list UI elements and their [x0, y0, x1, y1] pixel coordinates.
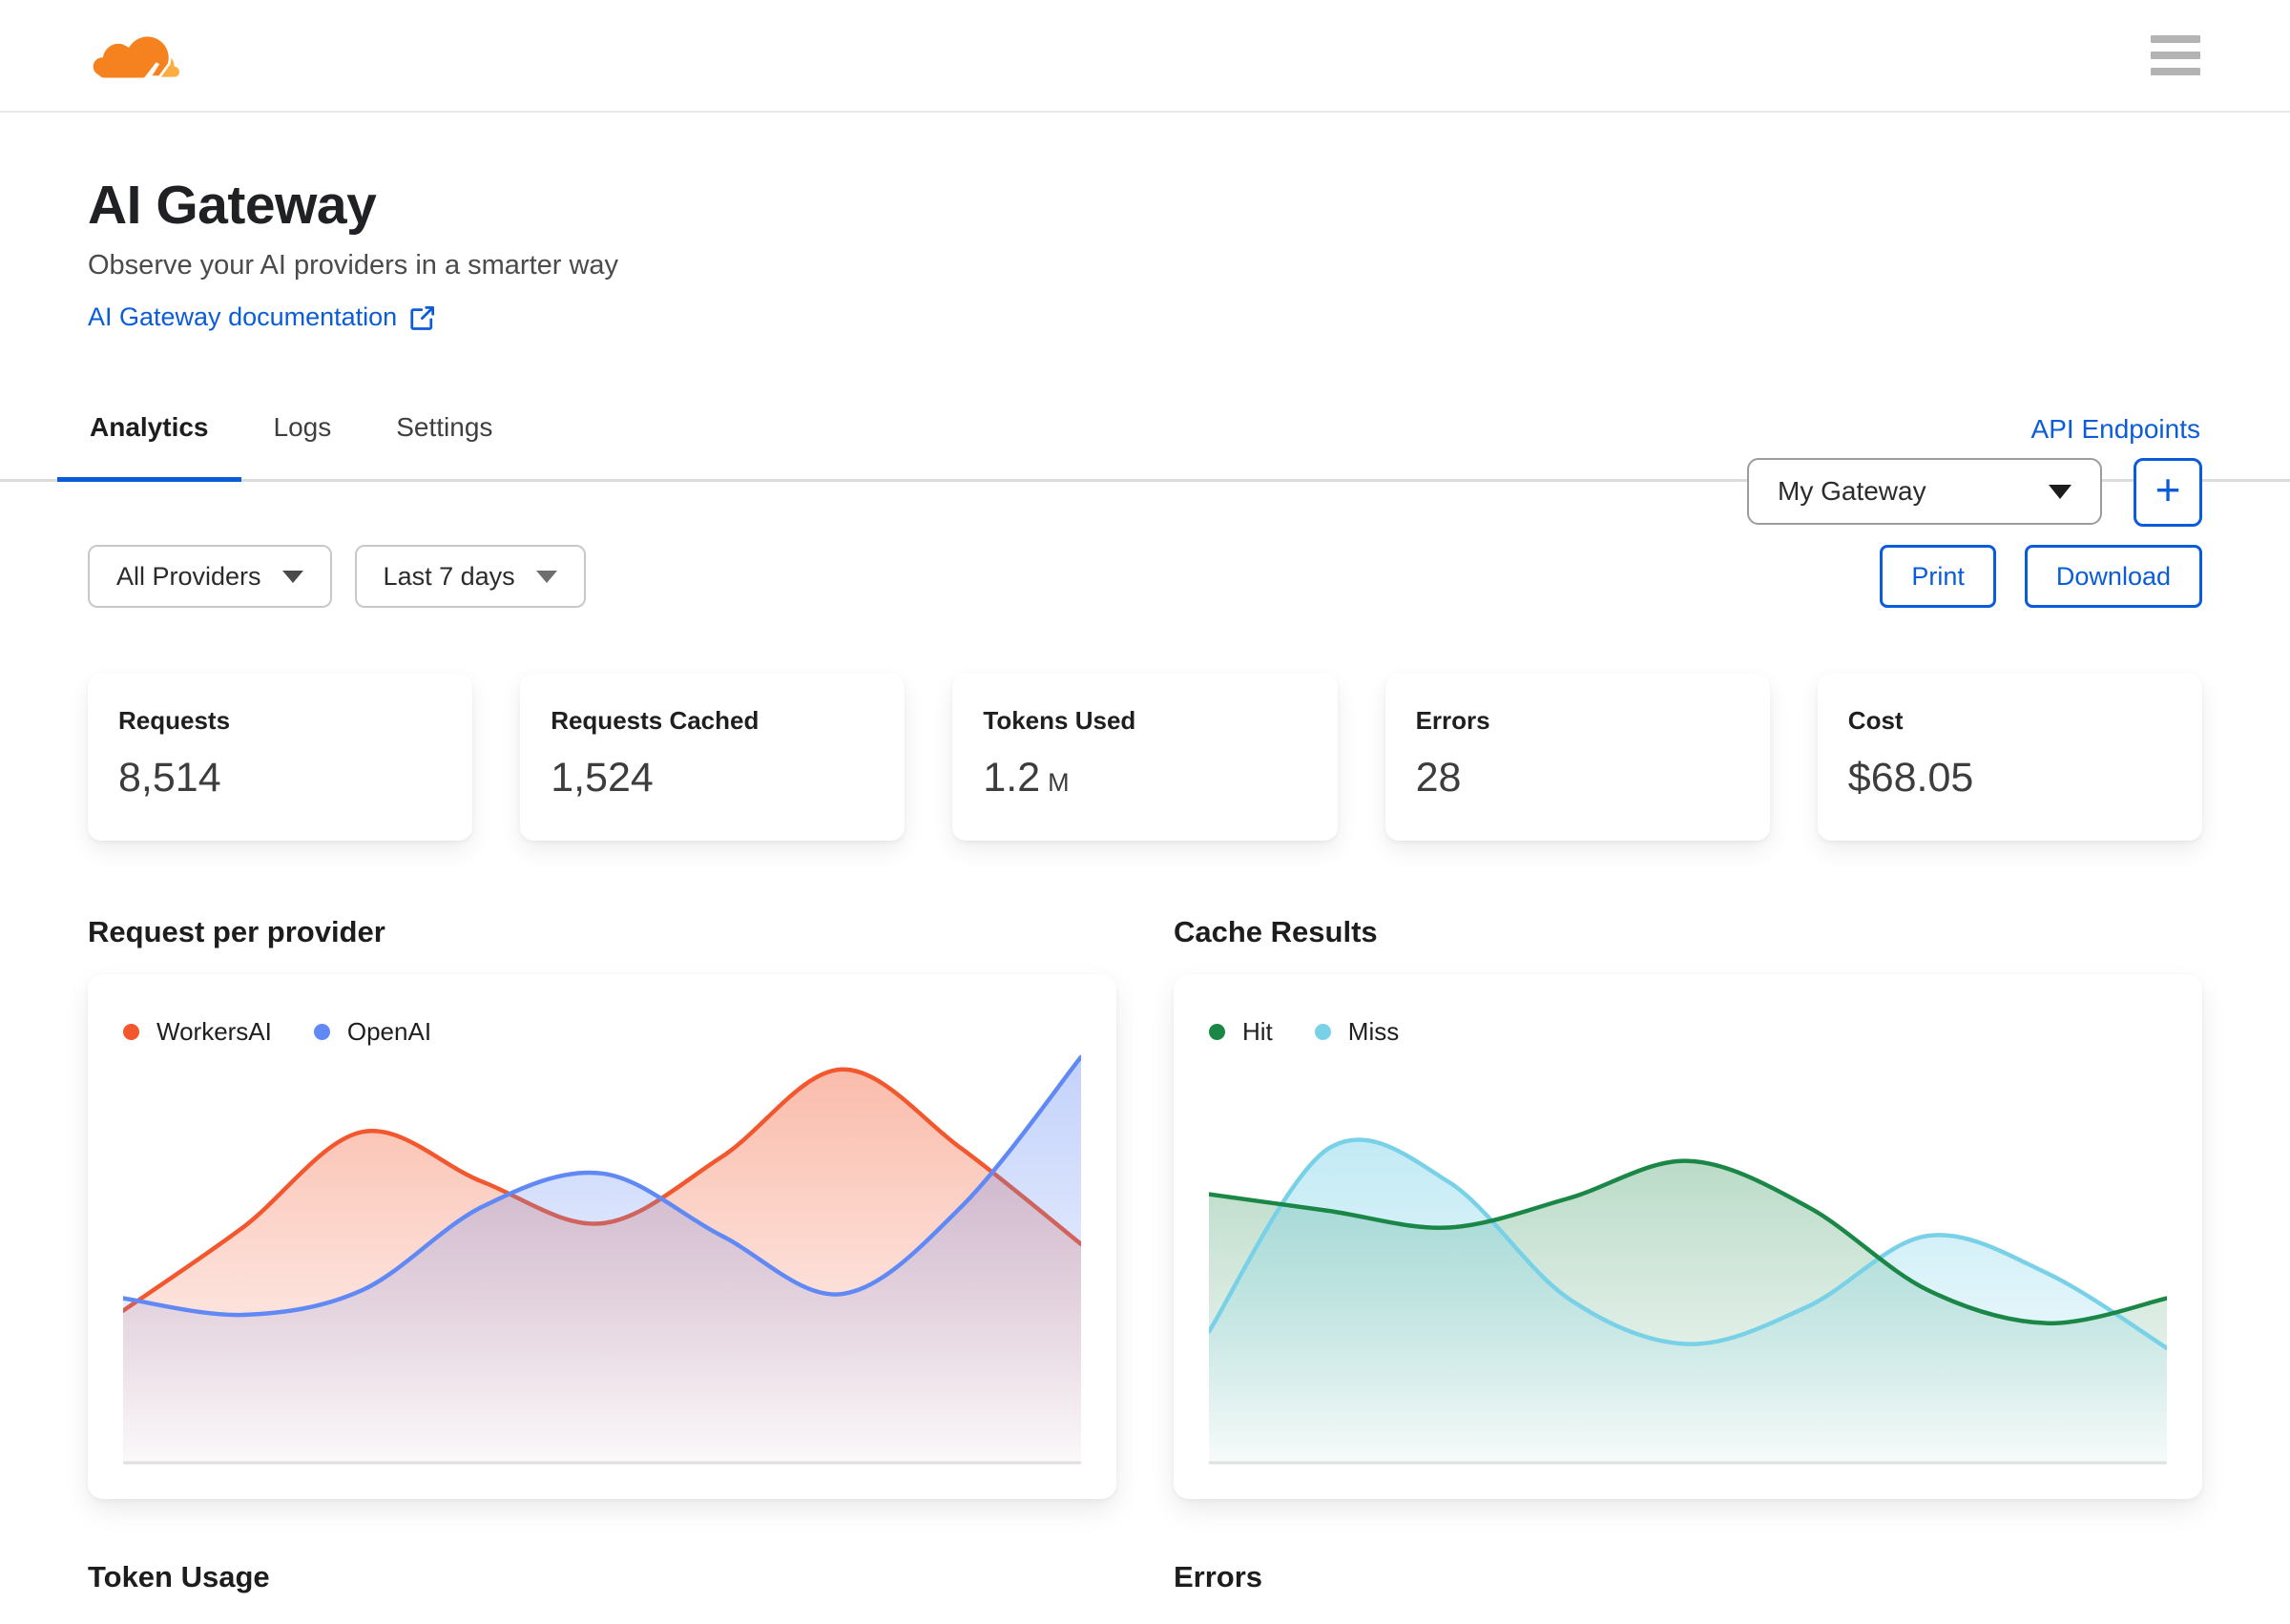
legend-item-workersai: WorkersAI — [123, 1017, 272, 1047]
chart-title-errors: Errors — [1174, 1560, 1263, 1593]
legend-item-openai: OpenAI — [313, 1016, 432, 1047]
legend-item-hit: Hit — [1209, 1017, 1273, 1047]
legend-dot-workersai — [123, 1023, 139, 1040]
tab-settings[interactable]: Settings — [396, 412, 493, 442]
bottom-section-titles: Token Usage Errors — [88, 1560, 2202, 1594]
chart-title-cache-results: Cache Results — [1174, 915, 1378, 948]
download-button[interactable]: Download — [2024, 545, 2202, 608]
legend-dot-miss — [1314, 1023, 1331, 1040]
top-bar — [0, 0, 2290, 113]
stat-label: Tokens Used — [983, 706, 1136, 735]
stat-value: 28 — [1415, 755, 1462, 801]
stat-suffix: M — [1048, 768, 1070, 797]
stat-card-errors: Errors 28 — [1384, 674, 1770, 841]
chevron-down-icon — [535, 570, 557, 583]
stat-label: Requests — [118, 706, 231, 735]
chart-legend: Hit Miss — [1209, 1016, 2167, 1047]
request-per-provider-chart — [123, 1054, 1081, 1465]
stat-value: $68.05 — [1847, 755, 1974, 801]
request-per-provider-section: Request per provider WorkersAI OpenAI — [88, 915, 1116, 1499]
cache-results-chart-card: Hit Miss — [1174, 974, 2202, 1499]
cache-results-section: Cache Results Hit Miss — [1174, 915, 2202, 1499]
gateway-select-value: My Gateway — [1778, 476, 1926, 506]
gateway-controls: My Gateway + — [1747, 458, 2202, 527]
add-gateway-button[interactable]: + — [2134, 458, 2202, 527]
cloudflare-logo-icon[interactable] — [91, 26, 179, 85]
gateway-select[interactable]: My Gateway — [1747, 458, 2102, 525]
chart-title-token-usage: Token Usage — [88, 1560, 270, 1593]
external-link-icon — [408, 303, 437, 332]
legend-item-miss: Miss — [1314, 1016, 1400, 1047]
tab-logs[interactable]: Logs — [273, 412, 332, 442]
legend-label: OpenAI — [346, 1016, 432, 1046]
page-title: AI Gateway — [88, 175, 377, 236]
stat-label: Errors — [1415, 706, 1490, 735]
filter-actions: Print Download — [1880, 545, 2202, 608]
filter-row: All Providers Last 7 days Print Download — [88, 545, 2202, 608]
stats-row: Requests 8,514 Requests Cached 1,524 Tok… — [88, 674, 2202, 841]
date-range-dropdown[interactable]: Last 7 days — [354, 545, 586, 608]
chart-legend: WorkersAI OpenAI — [123, 1016, 1081, 1047]
stat-card-requests-cached: Requests Cached 1,524 — [520, 674, 906, 841]
chevron-down-icon — [281, 570, 303, 583]
page-subtitle: Observe your AI providers in a smarter w… — [88, 250, 619, 281]
providers-filter-value: All Providers — [116, 561, 261, 591]
charts-grid: Request per provider WorkersAI OpenAI — [88, 915, 2202, 1499]
providers-filter-dropdown[interactable]: All Providers — [88, 545, 332, 608]
legend-label: Miss — [1347, 1016, 1400, 1046]
stat-value: 8,514 — [118, 755, 221, 801]
hamburger-menu-icon[interactable] — [2151, 35, 2200, 75]
chart-title-request-per-provider: Request per provider — [88, 915, 385, 948]
stat-card-requests: Requests 8,514 — [88, 674, 473, 841]
documentation-link[interactable]: AI Gateway documentation — [88, 302, 437, 332]
print-button[interactable]: Print — [1880, 545, 1996, 608]
cache-results-chart — [1209, 1137, 2167, 1465]
legend-dot-openai — [313, 1023, 330, 1040]
main-content: AI Gateway Observe your AI providers in … — [0, 174, 2290, 1594]
legend-label: WorkersAI — [156, 1016, 272, 1046]
stat-value: 1,524 — [551, 755, 654, 801]
tab-analytics[interactable]: Analytics — [57, 412, 241, 482]
stat-label: Requests Cached — [551, 706, 760, 735]
api-endpoints-link[interactable]: API Endpoints — [2030, 414, 2200, 444]
stat-value: 1.2 — [983, 755, 1041, 801]
stat-card-cost: Cost $68.05 — [1817, 674, 2202, 841]
chevron-down-icon — [2049, 484, 2071, 499]
documentation-link-label: AI Gateway documentation — [88, 302, 398, 331]
tab-bar: Analytics Logs Settings API Endpoints — [0, 412, 2290, 482]
legend-label: Hit — [1242, 1016, 1273, 1046]
stat-label: Cost — [1847, 706, 1904, 735]
date-range-value: Last 7 days — [383, 561, 515, 591]
legend-dot-hit — [1209, 1023, 1225, 1040]
request-per-provider-chart-card: WorkersAI OpenAI — [88, 974, 1116, 1499]
stat-card-tokens-used: Tokens Used 1.2 M — [952, 674, 1338, 841]
